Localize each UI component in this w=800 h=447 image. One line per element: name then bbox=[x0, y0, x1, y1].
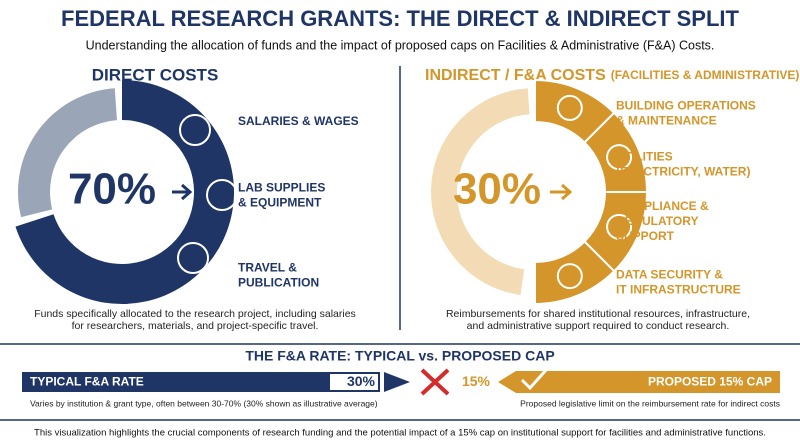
footer: This visualization highlights the crucia… bbox=[34, 428, 766, 439]
donut-segment bbox=[18, 88, 117, 218]
donuts bbox=[15, 78, 649, 306]
descriptions: Funds specifically allocated to the rese… bbox=[34, 308, 750, 332]
description: Reimbursements for shared institutional … bbox=[446, 308, 750, 320]
donut-segment bbox=[431, 88, 530, 295]
icon bbox=[556, 263, 583, 290]
icon bbox=[556, 94, 583, 121]
subtitle: Understanding the allocation of funds an… bbox=[86, 38, 715, 52]
item-label: IT INFRASTRUCTURE bbox=[616, 283, 741, 297]
icon bbox=[206, 179, 238, 211]
indirect-heading-note: (FACILITIES & ADMINISTRATIVE) bbox=[611, 68, 800, 82]
typical-label: TYPICAL F&A RATE bbox=[30, 375, 144, 389]
arrow bbox=[384, 372, 410, 392]
arrow bbox=[550, 183, 573, 201]
donut-segment bbox=[15, 80, 234, 304]
item-label: TRAVEL & bbox=[238, 261, 297, 275]
item-label: UTILITIES bbox=[616, 150, 673, 164]
title: FEDERAL RESEARCH GRANTS: THE DIRECT & IN… bbox=[61, 6, 740, 31]
indirect-percent: 30% bbox=[453, 165, 541, 214]
icon bbox=[606, 144, 633, 171]
item-label: & EQUIPMENT bbox=[238, 196, 322, 210]
icon bbox=[606, 213, 633, 240]
item-label: DATA SECURITY & bbox=[616, 268, 723, 282]
typical-bar bbox=[22, 372, 380, 392]
item-label: SUPPORT bbox=[616, 229, 675, 243]
direct-percent: 70% bbox=[68, 165, 156, 214]
item-label: (ELECTRICITY, WATER) bbox=[616, 165, 750, 179]
icon bbox=[179, 114, 211, 146]
proposed-note: Proposed legislative limit on the reimbu… bbox=[520, 398, 780, 408]
indirect-items: BUILDING OPERATIONS& MAINTENANCE UTILITIE… bbox=[616, 99, 756, 297]
description: and administrative support required to c… bbox=[467, 320, 730, 332]
item-label: COMPLIANCE & bbox=[616, 199, 709, 213]
donut-segment bbox=[534, 240, 616, 306]
indirect-heading: INDIRECT / F&A COSTS (FACILITIES & ADMINI… bbox=[425, 67, 799, 84]
description: Funds specifically allocated to the rese… bbox=[34, 308, 356, 320]
typical-value: 30% bbox=[347, 373, 376, 389]
item-label: BUILDING OPERATIONS bbox=[616, 99, 756, 113]
indirect-heading-main: INDIRECT / F&A COSTS bbox=[425, 67, 606, 84]
rate-heading: THE F&A RATE: TYPICAL vs. PROPOSED CAP bbox=[245, 348, 554, 364]
cross-icon bbox=[420, 368, 450, 396]
direct-items: SALARIES & WAGES LAB SUPPLIES& EQUIPMENT T… bbox=[238, 114, 359, 290]
item-label: LAB SUPPLIES bbox=[238, 181, 325, 195]
direct-heading: DIRECT COSTS bbox=[92, 65, 219, 84]
item-label: SALARIES & WAGES bbox=[238, 114, 359, 128]
typical-value-box bbox=[330, 374, 378, 390]
typical-note: Varies by institution & grant type, ofte… bbox=[30, 398, 378, 408]
proposed-label: PROPOSED 15% CAP bbox=[648, 375, 772, 389]
arrow bbox=[172, 183, 193, 201]
proposed-value: 15% bbox=[462, 373, 491, 389]
description: for researchers, materials, and project-… bbox=[72, 320, 319, 332]
check-icon bbox=[520, 369, 548, 391]
item-label: REGULATORY bbox=[616, 214, 698, 228]
item-label: & MAINTENANCE bbox=[616, 114, 717, 128]
proposed-bar bbox=[498, 371, 780, 393]
icon bbox=[177, 242, 209, 274]
item-label: PUBLICATION bbox=[238, 276, 319, 290]
